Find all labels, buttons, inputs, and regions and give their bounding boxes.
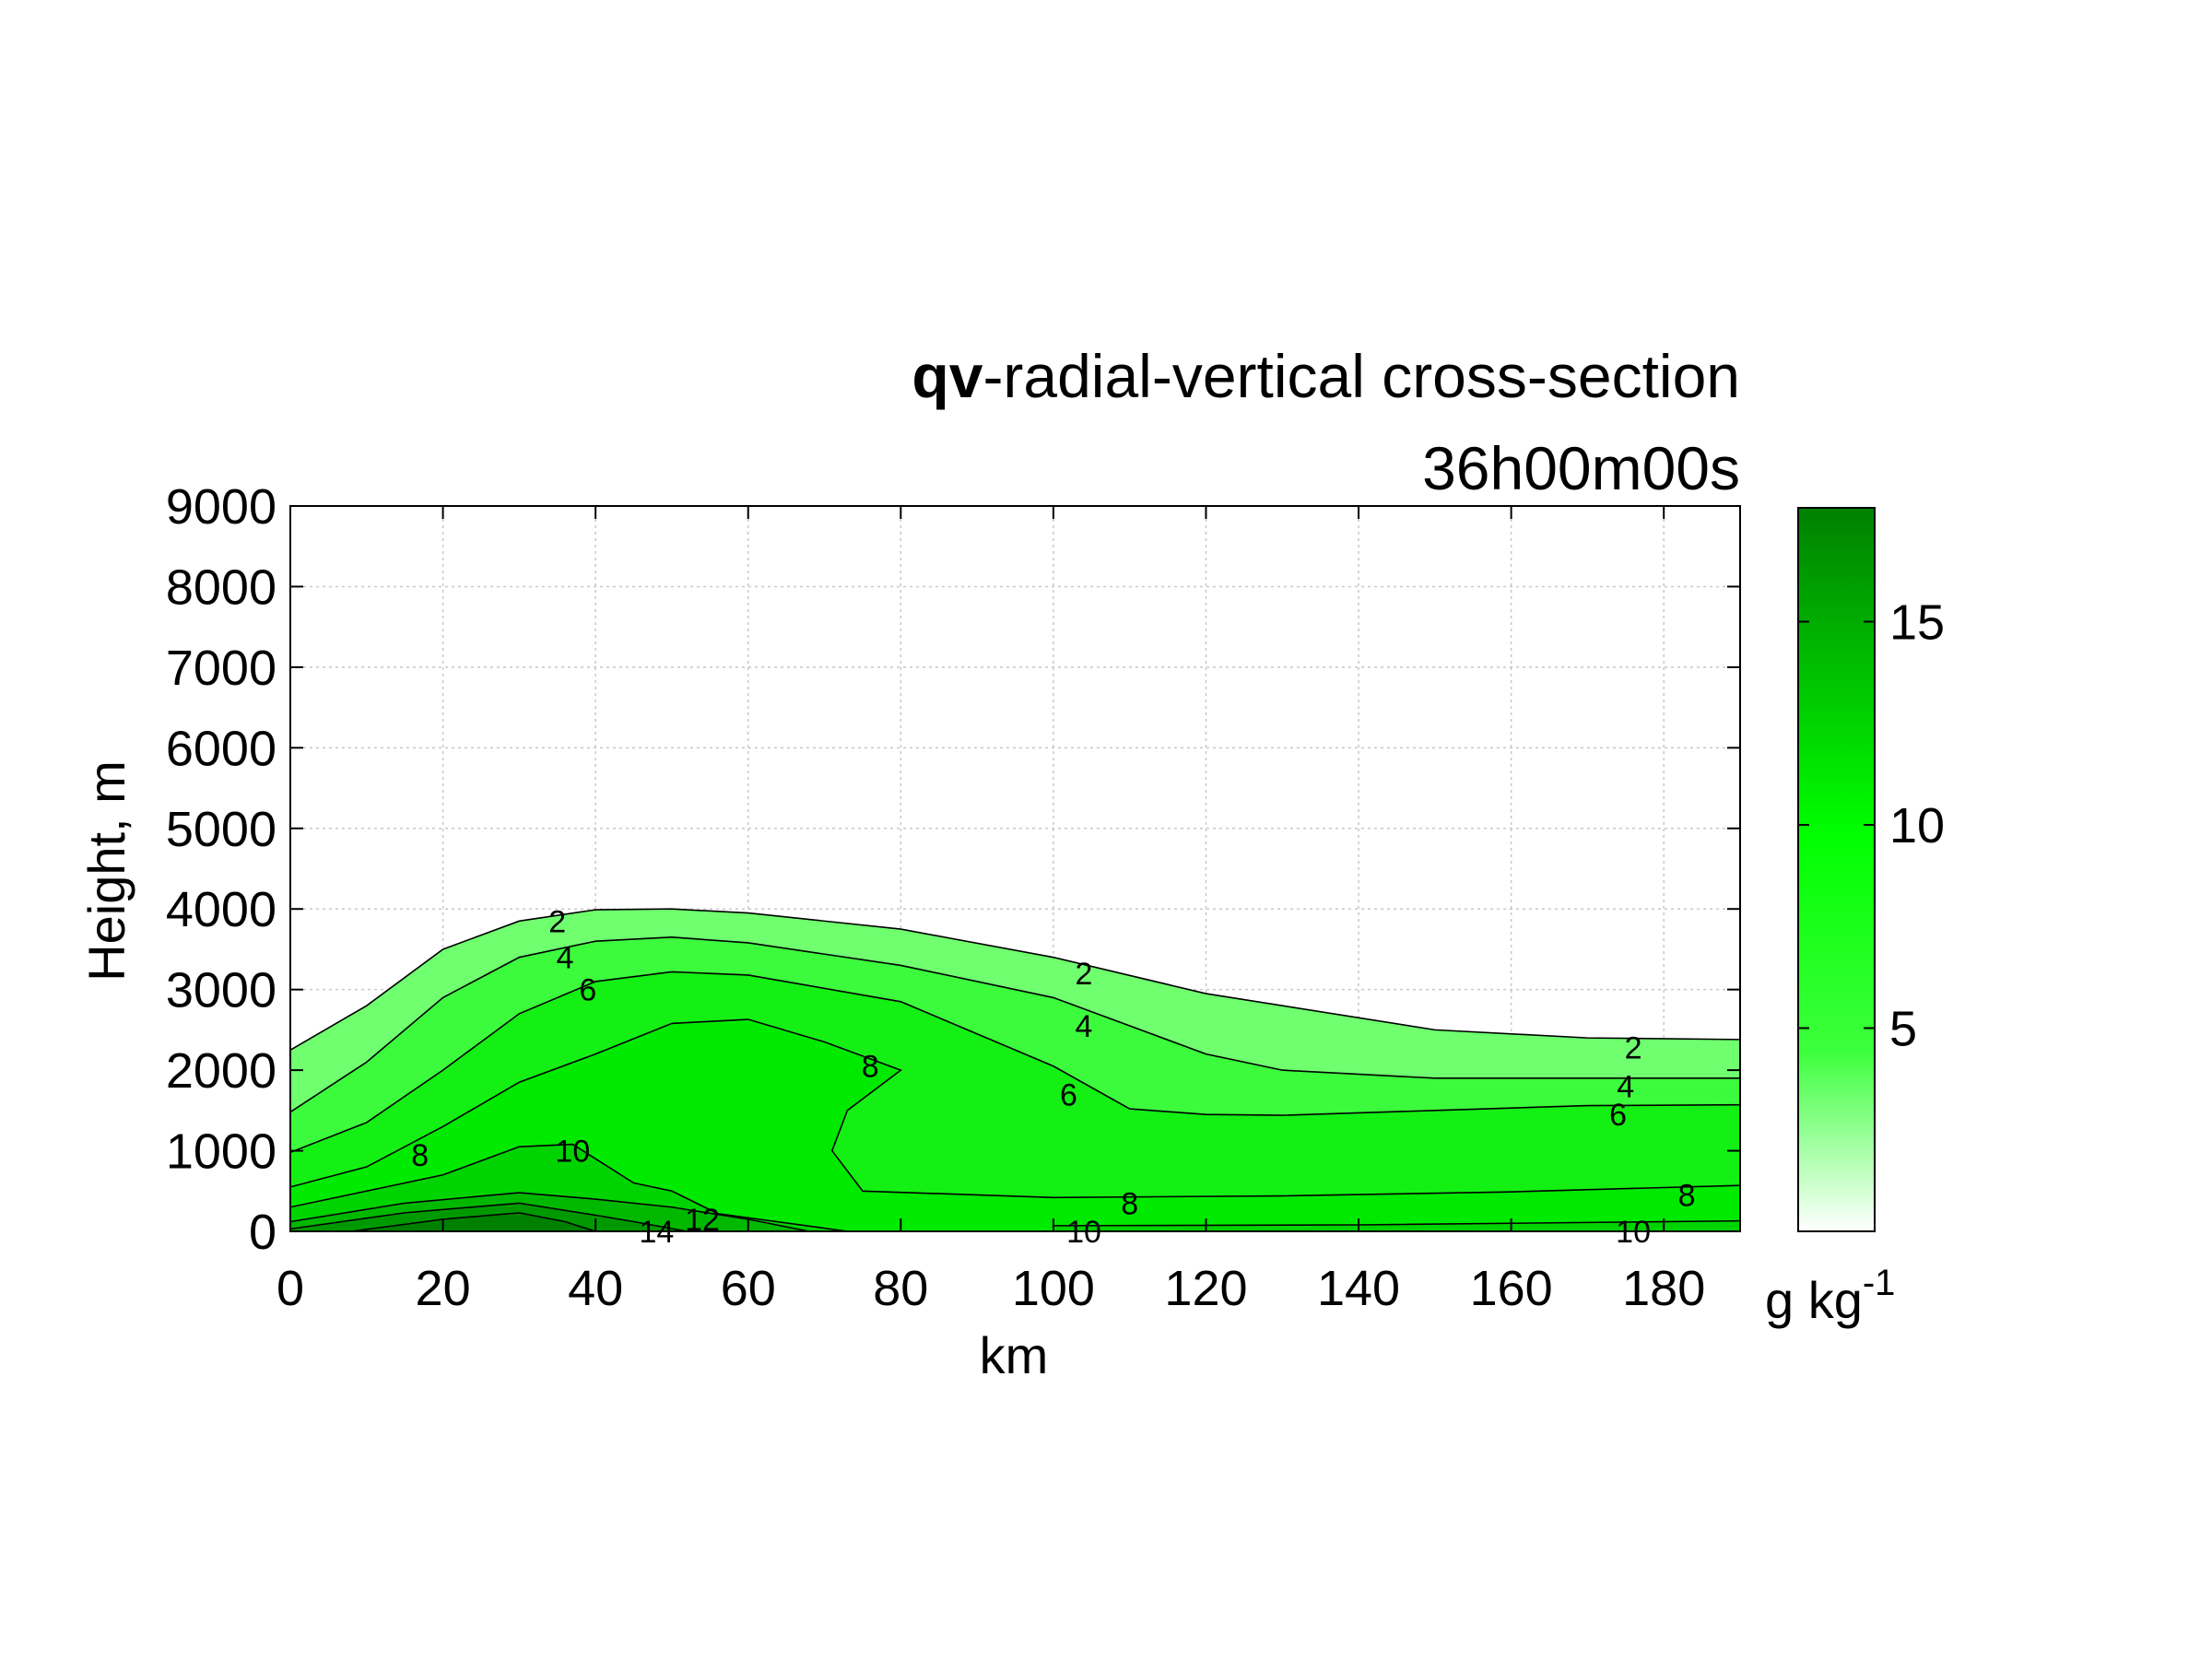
- contour-label: 4: [557, 941, 574, 976]
- x-tick-label: 120: [1164, 1261, 1247, 1316]
- colorbar-label-base: g kg: [1765, 1271, 1863, 1329]
- contour-line-level-8: [290, 1018, 1740, 1199]
- contour-fill-level-8: [290, 1019, 1740, 1231]
- y-tick-label: 1000: [166, 1124, 276, 1180]
- contour-label: 2: [1076, 957, 1093, 992]
- x-axis-label: km: [980, 1326, 1049, 1384]
- y-tick-label: 3000: [166, 963, 276, 1018]
- colorbar-tick-label: 10: [1889, 798, 1945, 853]
- chart-title-rest: -radial-vertical cross-section: [982, 342, 1740, 410]
- y-tick-label: 9000: [166, 479, 276, 535]
- x-tick-label: 20: [416, 1261, 471, 1316]
- contour-line-level-6: [290, 971, 1740, 1154]
- x-tick-label: 180: [1622, 1261, 1705, 1316]
- contour-label: 4: [1076, 1009, 1093, 1044]
- x-tick-label: 0: [276, 1261, 304, 1316]
- x-tick-label: 60: [721, 1261, 776, 1316]
- axis-ticks: [289, 505, 1740, 1232]
- contour-label: 6: [579, 973, 596, 1008]
- chart-title-bold: qv: [912, 342, 982, 410]
- contour-label: 8: [411, 1138, 429, 1173]
- contour-label: 8: [1678, 1179, 1696, 1214]
- contour-label: 2: [548, 904, 566, 939]
- chart-subtitle: 36h00m00s: [1422, 434, 1740, 502]
- x-tick-label: 40: [568, 1261, 623, 1316]
- contour-line-level-4: [290, 936, 1740, 1113]
- contour-label: 12: [685, 1203, 720, 1238]
- x-tick-label: 160: [1470, 1261, 1553, 1316]
- contour-label: 6: [1609, 1098, 1627, 1133]
- y-tick-label: 5000: [166, 802, 276, 857]
- contour-line-level-2: [290, 908, 1740, 1051]
- contour-line-level-16: [351, 1212, 596, 1231]
- contour-label: 8: [1121, 1186, 1138, 1221]
- colorbar-label: g kg-1: [1765, 1263, 1895, 1329]
- colorbar: [1797, 507, 1876, 1232]
- x-tick-label: 100: [1012, 1261, 1095, 1316]
- colorbar-ticks: 5 10 15: [1798, 594, 1945, 1056]
- contour-label: 10: [555, 1135, 590, 1170]
- y-tick-labels: 0 1000 2000 3000 4000 5000 6000 7000 8000 9000: [166, 479, 276, 1260]
- y-tick-label: 2000: [166, 1043, 276, 1099]
- chart-title: qv-radial-vertical cross-section: [912, 342, 1740, 410]
- x-tick-label: 80: [873, 1261, 928, 1316]
- colorbar-tick-label: 15: [1889, 594, 1945, 650]
- colorbar-label-exponent: -1: [1863, 1263, 1896, 1303]
- y-tick-label: 8000: [166, 559, 276, 615]
- y-axis-label: Height, m: [77, 760, 135, 982]
- y-tick-label: 7000: [166, 641, 276, 696]
- contour-label: 6: [1060, 1077, 1077, 1112]
- contour-line-level-14: [290, 1202, 688, 1231]
- contour-label: 4: [1617, 1070, 1634, 1105]
- contour-lines: [290, 908, 1740, 1231]
- contour-fill-level-16: [351, 1212, 596, 1231]
- contour-label: 8: [862, 1050, 879, 1085]
- y-tick-label: 6000: [166, 721, 276, 776]
- y-tick-label: 0: [249, 1205, 276, 1260]
- contour-label: 2: [1625, 1031, 1642, 1066]
- x-tick-label: 140: [1317, 1261, 1400, 1316]
- y-tick-label: 4000: [166, 882, 276, 937]
- colorbar-tick-label: 5: [1889, 1001, 1917, 1056]
- plot-frame: [289, 505, 1741, 1232]
- x-tick-labels: 0 20 40 60 80 100 120 140 160 180: [276, 1261, 1705, 1316]
- filled-contours: [290, 909, 1740, 1231]
